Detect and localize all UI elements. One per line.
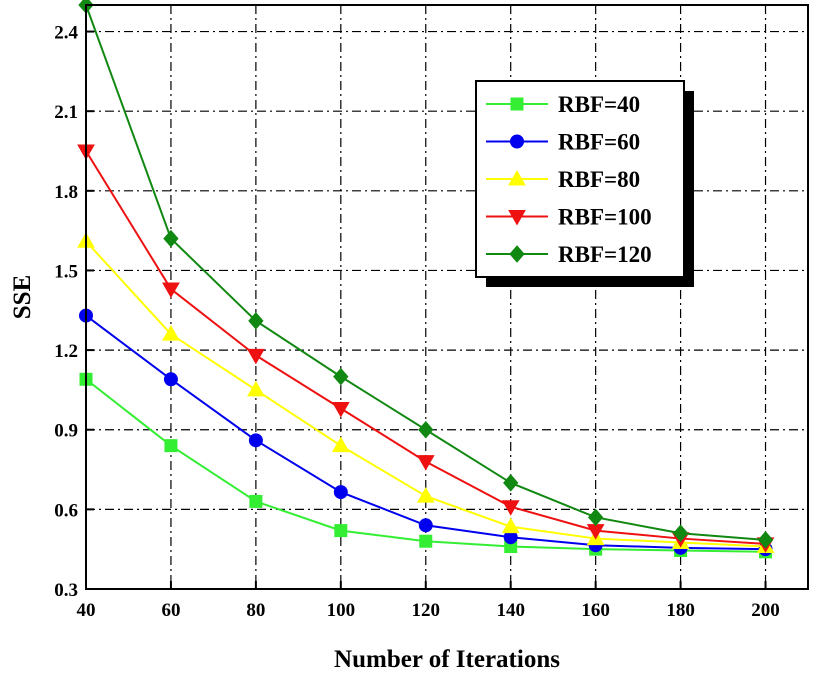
x-tick-label: 160 bbox=[581, 600, 610, 621]
x-tick-label: 180 bbox=[666, 600, 695, 621]
plot-frame bbox=[85, 4, 809, 590]
data-point bbox=[331, 436, 350, 453]
x-tick-label: 80 bbox=[246, 600, 265, 621]
data-point bbox=[503, 474, 519, 492]
legend-label: RBF=40 bbox=[558, 92, 640, 117]
x-tick-label: 120 bbox=[412, 600, 441, 621]
y-tick-labels: 0.3 0.6 0.9 1.2 1.5 1.8 2.1 2.4 bbox=[54, 23, 78, 601]
data-point bbox=[501, 517, 520, 534]
grid-lines bbox=[86, 5, 808, 589]
plot-background bbox=[86, 5, 808, 589]
x-tick-label: 200 bbox=[751, 600, 780, 621]
y-tick-label: 1.5 bbox=[54, 261, 78, 282]
y-tick-label: 0.3 bbox=[54, 580, 78, 601]
y-tick-label: 0.9 bbox=[54, 421, 78, 442]
data-point bbox=[247, 380, 265, 397]
y-axis-title: SSE bbox=[9, 275, 36, 319]
data-point bbox=[248, 312, 264, 330]
data-point bbox=[248, 433, 263, 448]
legend-item: RBF=100 bbox=[486, 205, 652, 230]
data-point bbox=[419, 534, 433, 548]
legend-item: RBF=120 bbox=[486, 242, 652, 267]
data-point bbox=[587, 508, 604, 527]
data-point bbox=[162, 282, 180, 299]
legend-items: RBF=40 RBF=60 RBF=80 RBF=100 RBF=120 bbox=[486, 92, 652, 267]
data-point bbox=[163, 229, 179, 248]
x-tick-labels: 40 60 80 100 120 140 160 180 200 bbox=[77, 600, 780, 621]
data-point bbox=[418, 518, 433, 533]
legend-marker bbox=[509, 245, 525, 263]
legend-marker bbox=[508, 210, 526, 226]
data-point bbox=[164, 439, 178, 453]
y-tick-label: 1.8 bbox=[54, 182, 78, 203]
legend-label: RBF=120 bbox=[558, 242, 652, 267]
x-tick-label: 100 bbox=[327, 600, 356, 621]
data-point bbox=[757, 531, 774, 549]
data-point bbox=[162, 325, 180, 341]
legend-item: RBF=40 bbox=[486, 92, 640, 117]
data-point bbox=[249, 494, 263, 508]
y-tick-label: 2.4 bbox=[54, 23, 78, 44]
data-point bbox=[247, 348, 265, 365]
series-rbf-120 bbox=[78, 0, 774, 549]
x-axis-title: Number of Iterations bbox=[334, 646, 560, 673]
y-tick-label: 1.2 bbox=[54, 341, 78, 362]
data-point bbox=[416, 455, 435, 471]
data-point bbox=[418, 420, 434, 439]
x-tick-label: 60 bbox=[161, 600, 180, 621]
legend-label: RBF=80 bbox=[558, 167, 640, 192]
data-point bbox=[672, 524, 689, 543]
data-point bbox=[331, 401, 350, 418]
legend-label: RBF=100 bbox=[558, 205, 652, 230]
data-point bbox=[416, 487, 435, 503]
x-tick-label: 140 bbox=[496, 600, 525, 621]
legend-marker bbox=[508, 169, 526, 186]
data-point bbox=[334, 524, 348, 538]
legend-item: RBF=60 bbox=[486, 130, 640, 155]
x-tick-label: 40 bbox=[77, 600, 96, 621]
data-point bbox=[163, 372, 178, 387]
y-tick-label: 0.6 bbox=[54, 500, 78, 521]
y-tick-label: 2.1 bbox=[54, 102, 78, 123]
legend-marker bbox=[510, 97, 524, 111]
legend-item: RBF=80 bbox=[486, 167, 640, 192]
legend: RBF=40 RBF=60 RBF=80 RBF=100 RBF=120 bbox=[475, 80, 694, 287]
legend-marker bbox=[510, 134, 524, 149]
legend-label: RBF=60 bbox=[558, 130, 640, 155]
data-point bbox=[501, 500, 520, 516]
data-point bbox=[333, 485, 348, 500]
data-point bbox=[333, 367, 349, 386]
